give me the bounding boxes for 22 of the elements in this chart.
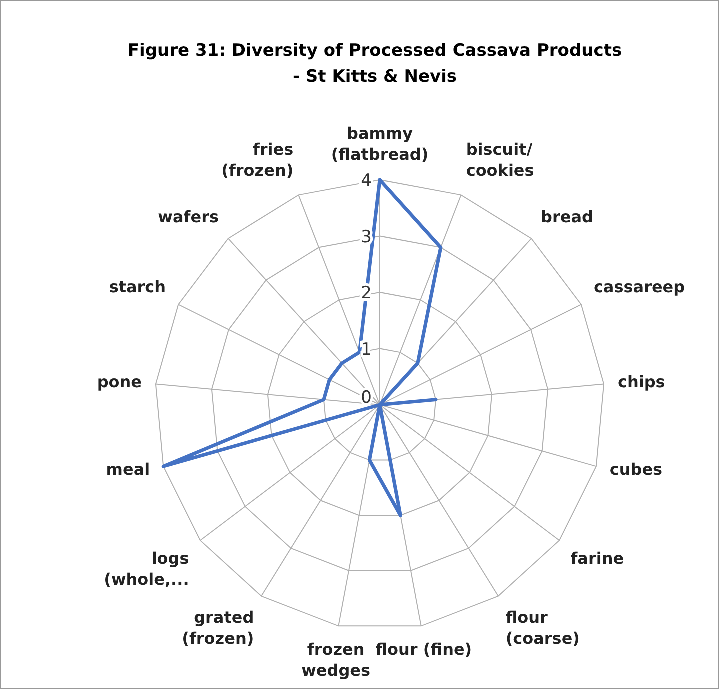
y-tick-label: 1 [361,340,372,360]
spoke-label: logs (whole,... [104,549,190,590]
spoke-label: biscuit/ cookies [466,140,534,180]
spoke-label: bammy (flatbread) [331,124,429,164]
spoke-label: wafers [158,207,219,226]
spoke-label: meal [106,460,150,479]
spoke-label: grated (frozen) [182,608,254,648]
spoke-label: flour (fine) [376,640,472,659]
y-tick-label: 3 [361,227,372,248]
spoke-label: chips [618,372,666,392]
spoke-label: pone [97,372,142,392]
spoke-label: frozen wedges [302,640,371,680]
spoke-label: farine [570,549,624,568]
y-tick-label: 0 [361,388,372,408]
spoke-label: cubes [610,460,663,479]
spoke-label: cassareep [594,277,686,296]
spoke-label: starch [109,277,166,296]
chart-title: Figure 31: Diversity of Processed Cassava Products - St Kitts & Nevis [128,41,622,87]
spoke-label: fries (frozen) [222,140,294,180]
spoke-label: flour (coarse) [506,608,580,648]
spoke-label: bread [541,207,594,226]
y-tick-label: 4 [361,171,372,191]
